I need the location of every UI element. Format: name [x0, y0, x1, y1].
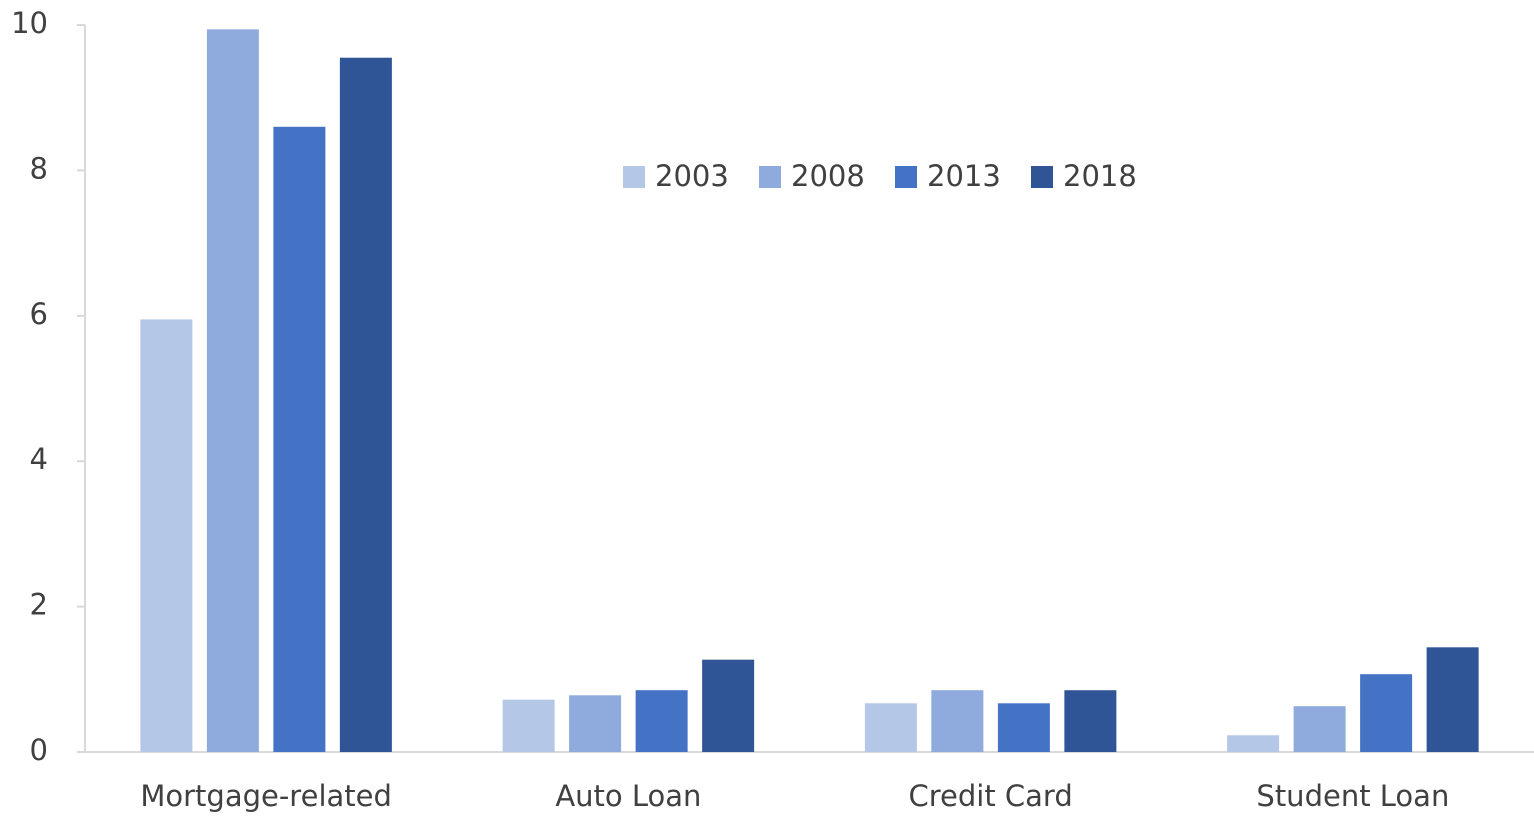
bar [931, 690, 984, 752]
bar [1064, 690, 1117, 752]
y-tick-label: 6 [30, 297, 48, 331]
legend-label: 2018 [1063, 159, 1137, 193]
legend-swatch [623, 166, 645, 188]
bar [702, 659, 755, 752]
bar [569, 695, 622, 752]
legend-swatch [895, 166, 917, 188]
bar [1227, 735, 1280, 752]
bar [997, 703, 1050, 752]
bar [1293, 706, 1346, 752]
bar [864, 703, 917, 752]
legend-label: 2003 [655, 159, 729, 193]
bar [1360, 674, 1413, 752]
x-tick-label: Student Loan [1256, 779, 1449, 813]
bar [273, 126, 326, 752]
bar [339, 57, 392, 752]
bar [635, 690, 688, 752]
y-tick-label: 0 [30, 733, 48, 767]
bar [502, 699, 555, 752]
legend-label: 2013 [927, 159, 1001, 193]
y-tick-label: 4 [30, 442, 48, 476]
bar [206, 29, 259, 752]
y-tick-label: 8 [30, 151, 48, 185]
x-tick-label: Credit Card [908, 779, 1072, 813]
bar [1426, 647, 1479, 752]
bar [140, 319, 193, 752]
y-tick-label: 10 [11, 6, 48, 40]
legend-label: 2008 [791, 159, 865, 193]
x-tick-label: Mortgage-related [140, 779, 392, 813]
legend-swatch [1031, 166, 1053, 188]
x-tick-label: Auto Loan [555, 779, 701, 813]
legend-swatch [759, 166, 781, 188]
y-tick-label: 2 [30, 588, 48, 622]
